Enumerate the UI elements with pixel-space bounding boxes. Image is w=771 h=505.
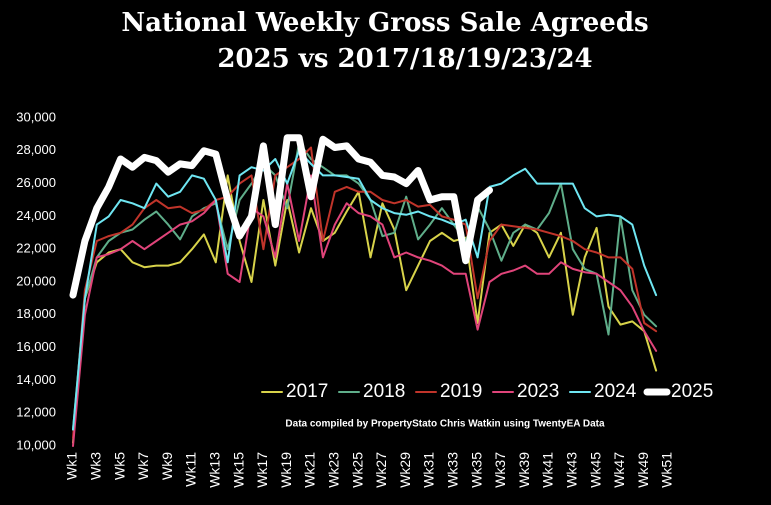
- legend-label: 2018: [363, 381, 405, 402]
- x-tick-label: Wk5: [111, 452, 127, 480]
- series-line: [72, 146, 658, 439]
- x-tick-label: Wk39: [516, 452, 532, 488]
- legend-label: 2024: [594, 381, 637, 402]
- legend-label: 2023: [517, 381, 559, 402]
- x-tick-label: Wk25: [349, 452, 365, 488]
- x-tick-label: Wk13: [207, 452, 223, 488]
- x-tick-label: Wk11: [183, 452, 199, 487]
- x-tick-label: Wk43: [564, 452, 580, 488]
- legend-label: 2019: [440, 381, 482, 402]
- y-tick-label: 28,000: [16, 142, 56, 157]
- x-tick-label: Wk17: [254, 452, 270, 488]
- x-tick-label: Wk35: [468, 452, 484, 488]
- chart-title: National Weekly Gross Sale Agreeds: [121, 8, 648, 38]
- y-tick-label: 14,000: [16, 372, 56, 387]
- series-line: [72, 174, 658, 444]
- legend-label: 2017: [286, 381, 328, 402]
- series-line: [72, 149, 658, 431]
- y-tick-label: 30,000: [16, 109, 56, 124]
- annotation: Data compiled by PropertyStato Chris Wat…: [285, 419, 605, 430]
- x-tick-label: Wk51: [659, 452, 675, 488]
- x-tick-label: Wk49: [635, 452, 651, 488]
- x-tick-label: Wk31: [421, 452, 437, 488]
- x-tick-label: Wk47: [611, 452, 627, 488]
- x-tick-label: Wk27: [373, 452, 389, 488]
- y-tick-label: 10,000: [16, 437, 56, 452]
- y-tick-label: 26,000: [16, 175, 56, 190]
- y-tick-label: 12,000: [16, 405, 56, 420]
- x-tick-label: Wk29: [397, 452, 413, 488]
- series-line: [72, 174, 658, 447]
- chart-subtitle: 2025 vs 2017/18/19/23/24: [217, 44, 592, 74]
- x-tick-label: Wk23: [326, 452, 342, 488]
- x-tick-label: Wk45: [587, 452, 603, 488]
- x-tick-label: Wk33: [445, 452, 461, 488]
- y-tick-label: 16,000: [16, 339, 56, 354]
- x-tick-label: Wk3: [88, 452, 104, 480]
- legend-label: 2025: [671, 381, 713, 402]
- series-line: [69, 134, 493, 299]
- y-tick-label: 18,000: [16, 306, 56, 321]
- y-tick-label: 20,000: [16, 273, 56, 288]
- y-tick-label: 22,000: [16, 241, 56, 256]
- x-tick-label: Wk7: [135, 452, 151, 480]
- y-tick-label: 24,000: [16, 208, 56, 223]
- x-tick-label: Wk21: [302, 452, 318, 488]
- x-tick-label: Wk37: [492, 452, 508, 488]
- x-tick-label: Wk1: [64, 452, 80, 480]
- x-tick-label: Wk19: [278, 452, 294, 488]
- x-tick-label: Wk9: [159, 452, 175, 480]
- x-tick-label: Wk41: [540, 452, 556, 488]
- x-tick-label: Wk15: [230, 452, 246, 488]
